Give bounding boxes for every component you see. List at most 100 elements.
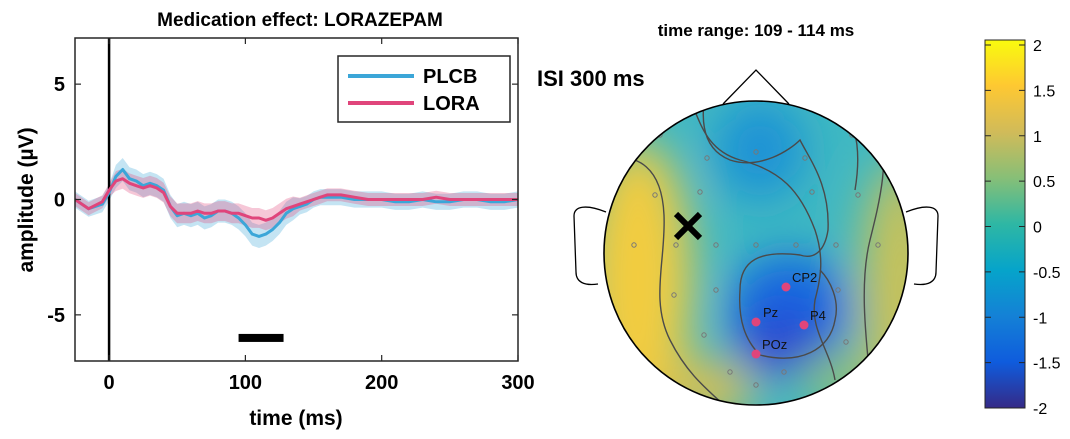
colorbar-tick-label: -2 <box>1033 401 1047 418</box>
topography-map: time range: 109 - 114 ms ISI 300 ms <box>537 21 939 406</box>
point-lora <box>169 205 172 208</box>
point-lora <box>230 212 233 215</box>
point-lora <box>353 196 356 198</box>
marked-electrodes: CP2 Pz P4 POz <box>751 270 826 359</box>
colorbar-tick-label: -1 <box>1033 310 1047 327</box>
colorbar-ticks: 2 1.5 1 0.5 0 -0.5 -1 -1.5 -2 <box>985 38 1061 418</box>
point-plcb <box>244 224 247 226</box>
point-lora <box>203 212 206 215</box>
point-lora <box>319 196 322 198</box>
point-lora <box>503 198 506 201</box>
point-plcb <box>210 214 213 217</box>
point-plcb <box>326 196 328 198</box>
y-axis-label: amplitude (µV) <box>15 127 38 272</box>
point-plcb <box>258 235 260 238</box>
point-plcb <box>292 207 294 210</box>
point-lora <box>115 180 117 182</box>
point-plcb <box>340 196 342 198</box>
colorbar-tick-label: 0 <box>1033 220 1042 237</box>
point-plcb <box>101 203 104 205</box>
electrode-label-cp2: CP2 <box>792 270 817 285</box>
point-plcb <box>353 198 356 201</box>
point-lora <box>408 198 410 201</box>
x-axis-label: time (ms) <box>249 407 342 430</box>
line-lora <box>75 177 518 222</box>
y-tick-label: -5 <box>47 305 65 327</box>
point-plcb <box>408 201 410 203</box>
point-lora <box>326 194 328 196</box>
legend-box <box>337 55 511 123</box>
point-plcb <box>449 201 451 203</box>
point-lora <box>340 194 342 196</box>
point-plcb <box>265 233 267 235</box>
point-lora <box>217 210 219 212</box>
colorbar-tick-label: -0.5 <box>1033 265 1061 282</box>
x-tick-label: 300 <box>501 372 534 394</box>
point-plcb <box>285 212 288 215</box>
point-plcb <box>299 205 301 208</box>
line-plcb <box>75 168 518 238</box>
point-lora <box>380 198 383 201</box>
time-range-label: time range: 109 - 114 ms <box>658 21 855 40</box>
point-lora <box>258 217 260 219</box>
band-plcb <box>75 158 518 248</box>
point-lora <box>135 184 138 187</box>
point-plcb <box>394 201 397 203</box>
point-plcb <box>155 184 158 187</box>
scalp-field <box>604 101 908 405</box>
point-lora <box>435 196 438 198</box>
point-lora <box>285 207 288 210</box>
x-tick-label: 200 <box>365 372 398 394</box>
legend-label-lora: LORA <box>423 93 480 115</box>
point-lora <box>305 201 308 203</box>
point-lora <box>394 198 397 201</box>
colorbar-tick-label: 1 <box>1033 129 1042 146</box>
point-lora <box>449 198 451 201</box>
y-tick-label: 5 <box>54 74 65 96</box>
point-lora <box>224 210 226 212</box>
legend: PLCB LORA <box>337 55 511 123</box>
point-lora <box>278 212 281 215</box>
point-lora <box>142 187 144 189</box>
point-plcb <box>196 212 199 215</box>
electrode-poz <box>751 349 761 359</box>
chart-title: Medication effect: LORAZEPAM <box>157 10 443 31</box>
point-lora <box>149 184 151 187</box>
point-plcb <box>176 214 179 217</box>
colorbar-tick-label: 1.5 <box>1033 83 1055 100</box>
point-lora <box>162 191 165 194</box>
point-lora <box>421 198 424 201</box>
erp-plot: Medication effect: LORAZEPAM 0 100 200 300 5… <box>15 10 535 430</box>
point-plcb <box>435 201 438 203</box>
point-lora <box>183 212 185 215</box>
point-lora <box>210 212 213 215</box>
electrode-label-pz: Pz <box>763 305 778 320</box>
point-lora <box>312 198 315 201</box>
point-lora <box>128 182 131 185</box>
point-lora <box>299 203 301 205</box>
point-lora <box>292 205 294 208</box>
electrode-label-p4: P4 <box>810 308 826 323</box>
point-lora <box>489 198 492 201</box>
point-lora <box>265 219 267 222</box>
point-plcb <box>128 177 131 180</box>
point-lora <box>251 217 253 219</box>
point-plcb <box>142 184 144 187</box>
electrode-label-poz: POz <box>762 337 787 352</box>
x-icon <box>673 211 703 241</box>
point-lora <box>476 198 478 201</box>
colorbar-gradient <box>984 39 1026 409</box>
point-plcb <box>278 221 281 224</box>
point-plcb <box>203 217 206 219</box>
point-plcb <box>190 214 192 217</box>
point-lora <box>155 187 158 189</box>
point-plcb <box>251 233 253 235</box>
point-lora <box>108 189 110 192</box>
point-plcb <box>305 203 308 205</box>
point-lora <box>101 201 104 203</box>
colorbar-tick-label: 0.5 <box>1033 174 1055 191</box>
erp-series-lines <box>75 168 518 238</box>
point-plcb <box>503 201 506 203</box>
legend-label-plcb: PLCB <box>423 66 477 88</box>
